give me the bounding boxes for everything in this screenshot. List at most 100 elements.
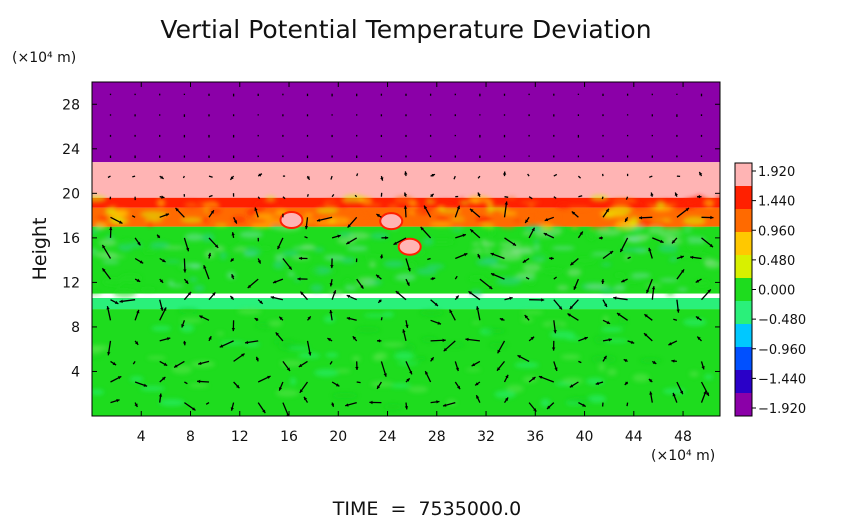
wind-arrow	[257, 375, 271, 383]
wind-arrow	[567, 313, 579, 321]
y-unit-label: (×10⁴ m)	[12, 50, 76, 66]
texture-blob	[648, 226, 664, 235]
wind-arrow	[671, 237, 678, 244]
wind-arrow	[553, 299, 563, 310]
texture-blob	[687, 242, 706, 250]
wind-arrow	[231, 232, 235, 239]
wind-arrow	[625, 196, 629, 200]
wind-arrow	[528, 227, 536, 239]
texture-blob	[451, 228, 464, 232]
wind-arrow	[132, 175, 136, 178]
layer-cyan-stripe	[92, 297, 720, 310]
wind-arrow	[229, 295, 235, 301]
texture-blob	[189, 383, 209, 388]
wind-arrow	[331, 234, 341, 239]
texture-blob	[533, 238, 540, 243]
texture-blob	[481, 280, 497, 288]
wind-arrow	[184, 381, 188, 385]
wind-arrow	[159, 213, 170, 218]
wind-arrow	[454, 361, 459, 372]
texture-blob	[98, 238, 117, 247]
texture-blob	[573, 257, 597, 265]
texture-blob	[323, 315, 336, 323]
wind-arrow	[207, 252, 212, 259]
wind-arrow	[602, 299, 608, 308]
texture-blob	[395, 273, 416, 282]
texture-blob	[105, 207, 116, 212]
wind-arrow	[676, 269, 685, 280]
texture-blob	[171, 365, 192, 374]
texture-blob	[635, 218, 652, 227]
wind-arrow	[369, 400, 382, 405]
wind-arrow	[621, 278, 628, 283]
wind-arrow	[601, 279, 605, 285]
wind-arrow	[497, 340, 506, 354]
texture-blob	[200, 217, 209, 223]
wind-arrow	[183, 278, 189, 285]
texture-blob	[548, 322, 562, 328]
texture-blob	[102, 278, 124, 286]
wind-arrow	[430, 400, 440, 404]
wind-arrow	[182, 175, 185, 179]
texture-blob	[440, 209, 461, 213]
texture-blob	[92, 291, 102, 295]
y-axis-label: Height	[29, 218, 51, 281]
x-unit-label: (×10⁴ m)	[651, 448, 715, 464]
texture-blob	[715, 195, 720, 201]
texture-blob	[287, 271, 295, 277]
texture-blob	[325, 352, 339, 358]
wind-arrow	[676, 381, 684, 395]
texture-blob	[344, 285, 357, 291]
texture-blob	[556, 285, 569, 291]
texture-blob	[419, 310, 444, 316]
wind-arrow	[469, 228, 481, 239]
texture-blob	[351, 355, 361, 362]
wind-arrow	[173, 360, 185, 368]
wind-arrow	[504, 237, 517, 247]
texture-blob	[346, 245, 369, 252]
wind-arrow	[257, 173, 263, 177]
texture-blob	[363, 313, 386, 318]
vector-field	[101, 93, 714, 416]
wind-arrow	[477, 175, 481, 179]
texture-blob	[363, 254, 383, 259]
wind-arrow	[183, 258, 187, 273]
x-tick-label: 8	[186, 429, 195, 445]
texture-blob	[521, 317, 534, 323]
texture-blob	[246, 208, 257, 217]
wind-arrow	[270, 296, 284, 301]
texture-blob	[332, 393, 358, 399]
wind-arrow	[430, 277, 436, 281]
texture-blob	[586, 377, 604, 385]
wind-arrow	[159, 299, 164, 311]
texture-blob	[596, 228, 621, 236]
wind-arrow	[454, 275, 458, 280]
wind-arrow	[616, 312, 628, 321]
texture-blob	[422, 237, 433, 246]
wind-arrow	[476, 306, 481, 321]
wind-arrow	[347, 216, 358, 229]
wind-arrow	[159, 307, 167, 321]
texture-blob	[184, 233, 204, 242]
wind-arrow	[233, 217, 238, 224]
wind-arrow	[644, 313, 653, 321]
wind-arrow	[423, 205, 432, 218]
texture-blob	[381, 342, 406, 347]
wind-arrow	[569, 299, 579, 310]
texture-blob	[658, 244, 679, 253]
wind-arrow	[134, 381, 148, 387]
texture-blob	[250, 222, 273, 229]
texture-blob	[496, 276, 522, 286]
wind-arrow	[676, 299, 680, 313]
wind-arrow	[107, 175, 111, 179]
x-tick-label: 24	[379, 429, 397, 445]
wind-arrow	[443, 340, 456, 352]
texture-blob	[550, 226, 562, 236]
wind-arrow	[403, 192, 408, 197]
wind-arrow	[233, 381, 240, 389]
texture-blob	[570, 227, 579, 232]
texture-blob	[142, 248, 157, 255]
wind-arrow	[430, 193, 435, 198]
texture-blob	[310, 284, 324, 293]
